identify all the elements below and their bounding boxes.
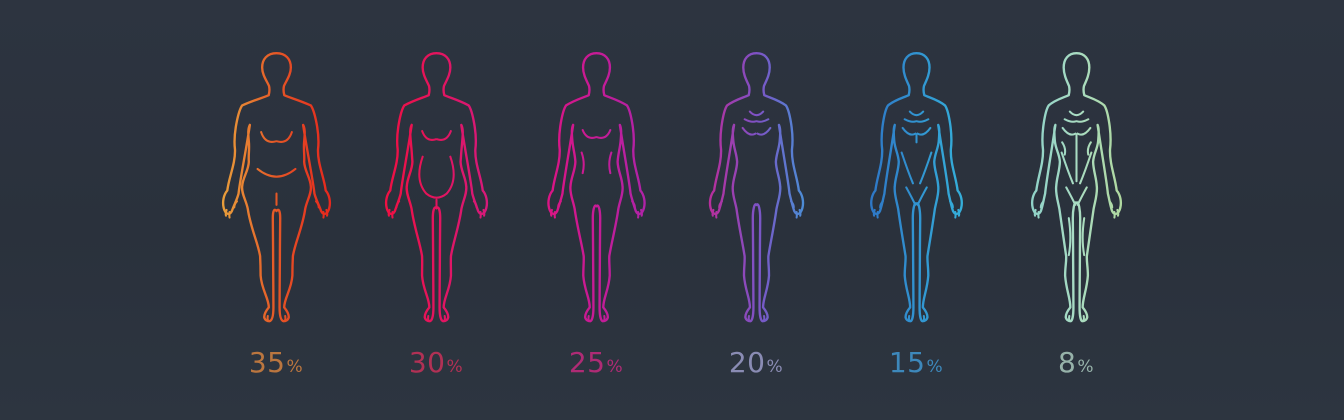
- percent-value: 20: [728, 346, 766, 379]
- percent-value: 30: [408, 346, 446, 379]
- body-figure-8-icon: [1030, 51, 1122, 323]
- percent-label-15: 15%: [889, 349, 943, 377]
- percent-value: 8: [1058, 346, 1077, 379]
- body-figure-20-icon: [708, 51, 804, 323]
- percent-value: 15: [888, 346, 926, 379]
- figures-row: 35% 30% 25% 20% 15% 8%: [196, 47, 1156, 377]
- percent-symbol: %: [606, 357, 624, 377]
- figure-col-30: 30%: [356, 47, 516, 377]
- percent-label-35: 35%: [249, 349, 303, 377]
- figure-col-25: 25%: [516, 47, 676, 377]
- body-figure-30-icon: [384, 51, 488, 323]
- percent-symbol: %: [286, 357, 304, 377]
- body-figure-25-icon: [546, 51, 646, 323]
- figure-col-35: 35%: [196, 47, 356, 377]
- figure-col-15: 15%: [836, 47, 996, 377]
- percent-label-20: 20%: [729, 349, 783, 377]
- percent-value: 35: [248, 346, 286, 379]
- percent-value: 25: [568, 346, 606, 379]
- percent-symbol: %: [766, 357, 784, 377]
- percent-symbol: %: [926, 357, 944, 377]
- percent-symbol: %: [446, 357, 464, 377]
- percent-label-30: 30%: [409, 349, 463, 377]
- body-figure-15-icon: [869, 51, 963, 323]
- body-figure-35-icon: [221, 51, 331, 323]
- percent-label-25: 25%: [569, 349, 623, 377]
- figure-col-8: 8%: [996, 47, 1156, 377]
- percent-label-8: 8%: [1058, 349, 1094, 377]
- figure-col-20: 20%: [676, 47, 836, 377]
- percent-symbol: %: [1077, 357, 1094, 377]
